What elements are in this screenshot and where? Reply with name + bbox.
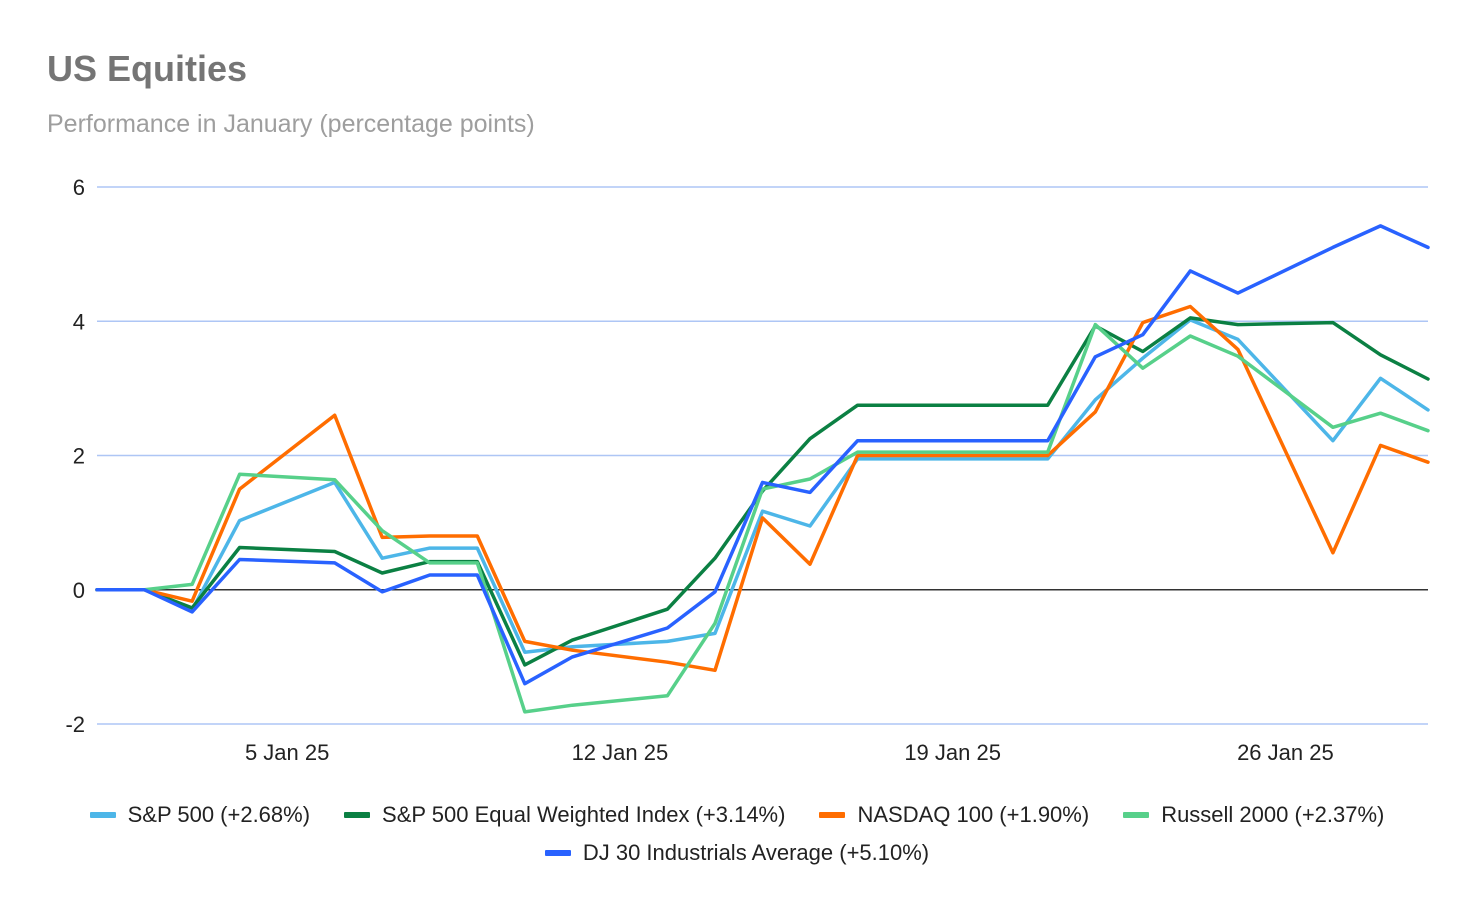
x-tick-label: 5 Jan 25	[245, 740, 329, 765]
legend-label: S&P 500 Equal Weighted Index (+3.14%)	[382, 802, 786, 827]
legend-swatch	[819, 812, 846, 818]
legend-item: S&P 500 (+2.68%)	[89, 796, 311, 834]
legend-swatch	[1123, 812, 1150, 818]
x-tick-label: 12 Jan 25	[572, 740, 669, 765]
legend-label: NASDAQ 100 (+1.90%)	[857, 802, 1090, 827]
legend-item: S&P 500 Equal Weighted Index (+3.14%)	[344, 796, 785, 834]
legend: S&P 500 (+2.68%) S&P 500 Equal Weighted I…	[0, 796, 1474, 872]
series-line-5	[95, 224, 1430, 686]
legend-row: S&P 500 (+2.68%) S&P 500 Equal Weighted I…	[0, 796, 1474, 834]
x-tick-label: 26 Jan 25	[1237, 740, 1334, 765]
series-line-3	[95, 304, 1430, 673]
legend-label: S&P 500 (+2.68%)	[127, 802, 311, 827]
legend-label: Russell 2000 (+2.37%)	[1161, 802, 1385, 827]
legend-item: Russell 2000 (+2.37%)	[1123, 796, 1384, 834]
y-tick-label: 0	[73, 578, 85, 603]
x-tick-label: 19 Jan 25	[904, 740, 1001, 765]
legend-item: DJ 30 Industrials Average (+5.10%)	[544, 834, 930, 872]
legend-label: DJ 30 Industrials Average (+5.10%)	[582, 840, 930, 865]
chart-subtitle: Performance in January (percentage point…	[47, 110, 535, 138]
y-tick-label: -2	[65, 712, 85, 737]
y-tick-label: 6	[73, 175, 85, 200]
legend-swatch	[89, 812, 116, 818]
legend-row: DJ 30 Industrials Average (+5.10%)	[0, 834, 1474, 872]
series-line-2	[95, 316, 1430, 667]
legend-swatch	[344, 812, 371, 818]
series-line-1	[95, 318, 1430, 654]
y-tick-label: 2	[73, 444, 85, 469]
legend-item: NASDAQ 100 (+1.90%)	[819, 796, 1089, 834]
series-line-4	[95, 322, 1430, 714]
chart-title: US Equities	[47, 48, 248, 89]
legend-swatch	[544, 850, 571, 856]
y-tick-label: 4	[73, 309, 85, 334]
